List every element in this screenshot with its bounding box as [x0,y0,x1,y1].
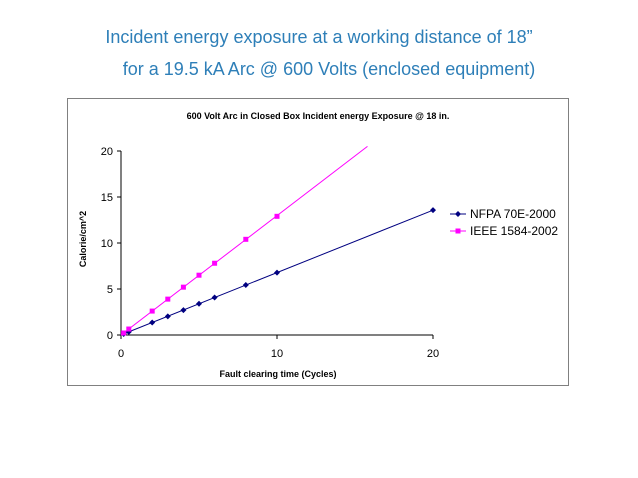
y-tick-label: 5 [107,284,113,296]
data-point [274,213,280,219]
data-point [126,326,132,332]
series-1 [120,207,436,337]
data-point [165,296,171,302]
data-point [274,269,280,276]
data-point [149,319,156,326]
plot-area: 0 5 10 15 20 0 10 20 [101,146,439,360]
data-point [196,300,202,307]
x-tick-label: 20 [427,348,439,360]
legend: NFPA 70E-2000 IEEE 1584-2002 [450,207,558,238]
data-point [242,282,249,289]
y-tick-label: 15 [101,192,113,204]
x-tick-label: 0 [118,348,124,360]
data-point [121,330,127,336]
data-point [180,284,186,290]
data-point [212,260,218,266]
x-tick-label: 10 [271,348,283,360]
y-axis-title: Calorie/cm^2 [78,211,88,267]
data-point [149,308,155,314]
legend-label: NFPA 70E-2000 [470,207,556,221]
y-tick-label: 20 [101,146,113,158]
legend-entry: NFPA 70E-2000 [450,207,556,221]
y-tick-label: 10 [101,238,113,250]
slide-title-line-2: for a 19.5 kA Arc @ 600 Volts (enclosed … [122,59,536,79]
slide-title-line-1: Incident energy exposure at a working di… [105,27,533,47]
y-tick-label: 0 [107,330,113,342]
data-point [430,207,436,214]
legend-label: IEEE 1584-2002 [470,224,558,238]
x-axis-title: Fault clearing time (Cycles) [219,369,336,379]
legend-swatch-marker [455,228,461,234]
data-point [164,313,171,320]
chart-frame: 600 Volt Arc in Closed Box Incident ener… [67,98,569,386]
chart-title: 600 Volt Arc in Closed Box Incident ener… [187,111,450,121]
series-2 [120,146,368,336]
data-point [196,272,202,278]
data-point [180,307,187,314]
legend-entry: IEEE 1584-2002 [450,224,558,238]
data-point [243,236,249,242]
data-point [211,294,218,301]
line-chart: 600 Volt Arc in Closed Box Incident ener… [78,111,558,379]
legend-swatch-marker [455,211,461,217]
